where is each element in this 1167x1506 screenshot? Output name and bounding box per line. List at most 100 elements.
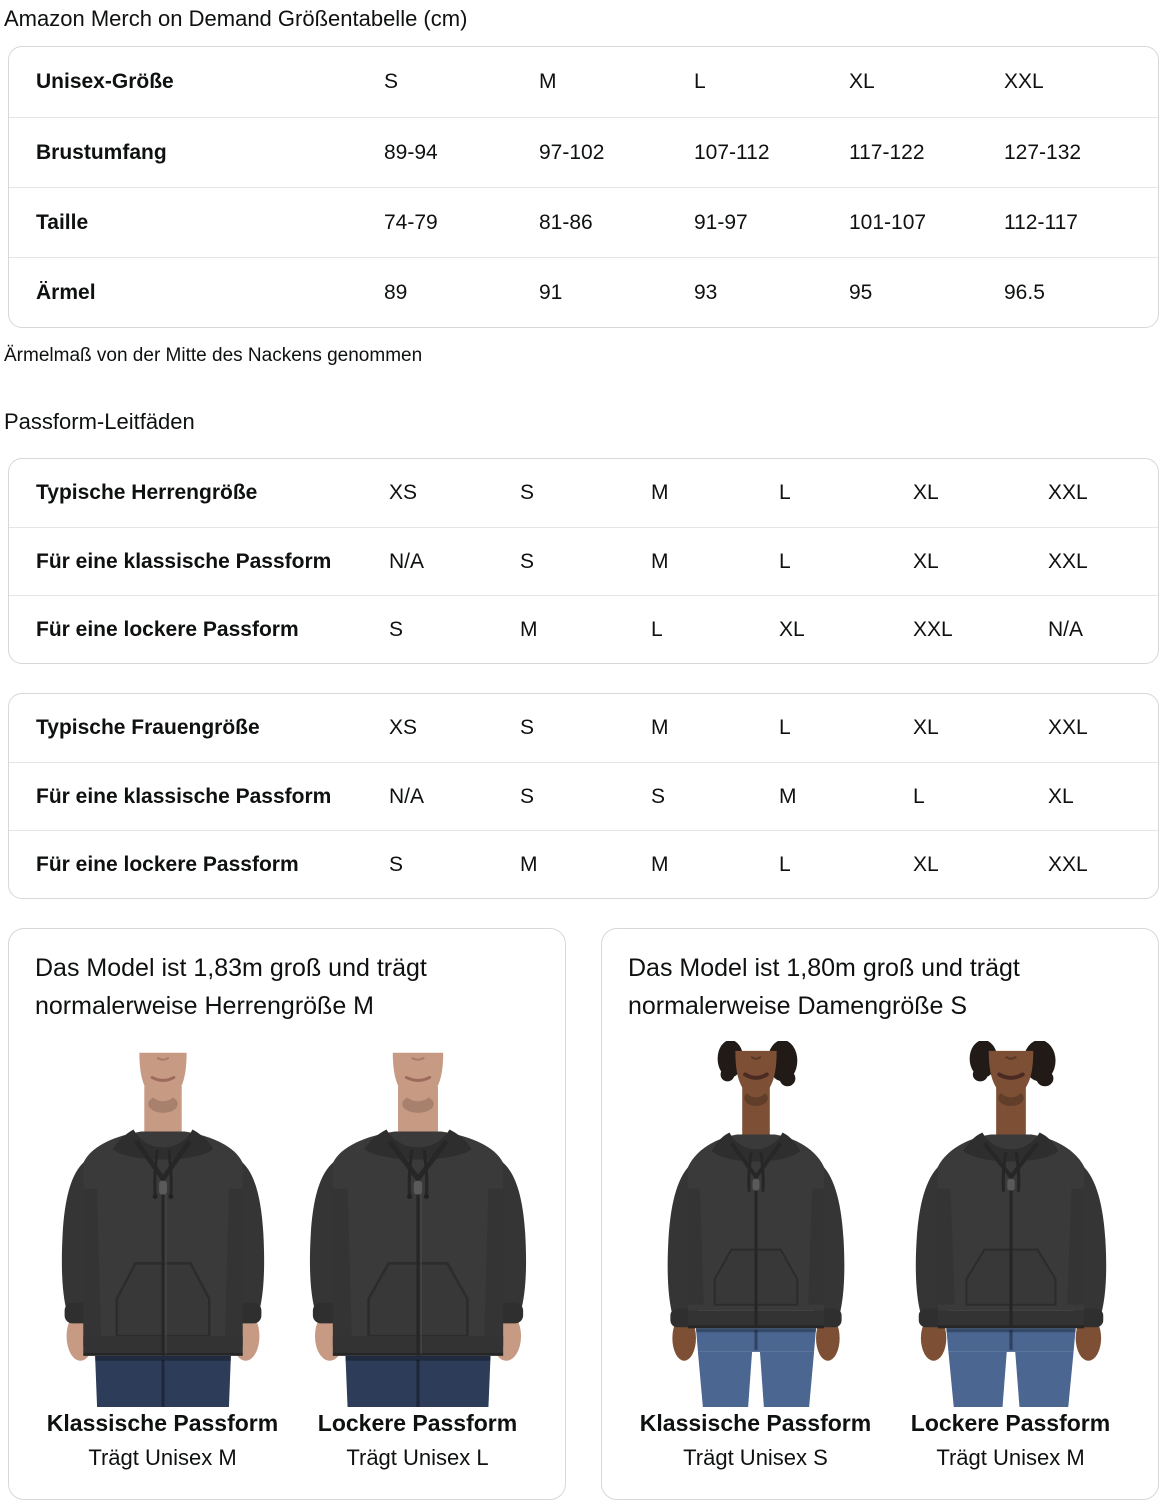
fit-label: Lockere Passform [317, 1410, 518, 1436]
value-cell: M [779, 784, 797, 808]
size-table: Unisex-Größe S M L XL XXL Brustumfang 89… [8, 46, 1159, 328]
row-label: Für eine lockere Passform [36, 852, 299, 876]
value-cell: XS [389, 716, 418, 739]
page-title: Amazon Merch on Demand Größentabelle (cm… [4, 6, 468, 31]
row-label: Brustumfang [36, 140, 167, 164]
mens-fit-table: Typische Herrengröße XS S M L XL XXL Für… [8, 458, 1159, 664]
value-cell: 81-86 [539, 210, 593, 234]
value-cell: M [651, 549, 669, 573]
value-cell: 117-122 [849, 140, 925, 164]
value-cell: L [779, 549, 791, 573]
model-photo-woman-classic [665, 1041, 846, 1407]
value-cell: 93 [694, 280, 718, 304]
value-cell: S [520, 549, 535, 573]
value-cell: L [779, 852, 791, 876]
row-label: Typische Frauengröße [36, 716, 260, 739]
value-cell: S [520, 784, 535, 808]
model-cards: Das Model ist 1,83m groß und trägt norma… [8, 928, 1159, 1500]
value-cell: L [651, 617, 663, 641]
value-cell: XS [389, 481, 418, 504]
value-cell: 97-102 [539, 140, 605, 164]
value-cell: 101-107 [849, 210, 927, 234]
value-cell: S [389, 617, 404, 641]
size-cell: L [694, 70, 706, 93]
worn-size-label: Trägt Unisex M [88, 1445, 237, 1470]
value-cell: 127-132 [1004, 140, 1082, 164]
row-label: Typische Herrengröße [36, 481, 258, 504]
row-label: Ärmel [36, 280, 96, 304]
value-cell: 89-94 [384, 140, 438, 164]
value-cell: S [651, 784, 666, 808]
value-cell: N/A [389, 549, 425, 573]
value-cell: XL [913, 481, 939, 504]
table-row: Für eine klassische Passform N/A S M L X… [9, 527, 1158, 595]
value-cell: S [389, 852, 404, 876]
table-row: Taille 74-79 81-86 91-97 101-107 112-117 [9, 187, 1158, 257]
table-row: Unisex-Größe S M L XL XXL [9, 47, 1158, 117]
model-description: Das Model ist 1,80m groß und trägt norma… [628, 954, 1020, 1020]
figures-row: Klassische Passform Trägt Unisex S Locke… [628, 1041, 1138, 1470]
model-photo-man-classic [40, 1041, 286, 1407]
value-cell: XL [913, 852, 939, 876]
value-cell: 112-117 [1004, 210, 1078, 234]
loose-fit-figure: Lockere Passform Trägt Unisex M [883, 1041, 1138, 1470]
row-label: Für eine lockere Passform [36, 617, 299, 641]
value-cell: XXL [913, 617, 953, 641]
model-description: Das Model ist 1,83m groß und trägt norma… [35, 954, 427, 1020]
value-cell: 96.5 [1004, 280, 1045, 304]
row-label: Taille [36, 210, 89, 234]
value-cell: XL [913, 716, 939, 739]
value-cell: 91-97 [694, 210, 748, 234]
model-photo-woman-loose [888, 1041, 1134, 1407]
value-cell: 91 [539, 280, 563, 304]
table-row: Brustumfang 89-94 97-102 107-112 117-122… [9, 117, 1158, 187]
value-cell: XXL [1048, 852, 1088, 876]
value-cell: XXL [1048, 481, 1088, 504]
fit-label: Klassische Passform [46, 1410, 279, 1436]
size-cell: M [539, 70, 557, 93]
worn-size-label: Trägt Unisex L [346, 1445, 489, 1470]
table-row: Für eine lockere Passform S M M L XL XXL [9, 830, 1158, 898]
figures-row: Klassische Passform Trägt Unisex M Locke… [35, 1041, 545, 1470]
size-cell: XXL [1004, 70, 1044, 93]
value-cell: M [651, 716, 669, 739]
value-cell: 74-79 [384, 210, 438, 234]
size-cell: S [384, 70, 399, 93]
value-cell: XXL [1048, 716, 1088, 739]
value-cell: S [520, 481, 535, 504]
sleeve-measurement-note: Ärmelmaß von der Mitte des Nackens genom… [4, 345, 423, 366]
value-cell: M [520, 852, 538, 876]
size-cell: XL [849, 70, 875, 93]
value-cell: L [913, 784, 925, 808]
table-row: Typische Frauengröße XS S M L XL XXL [9, 694, 1158, 762]
table-row: Ärmel 89 91 93 95 96.5 [9, 257, 1158, 327]
value-cell: N/A [1048, 617, 1084, 641]
value-cell: XXL [1048, 549, 1088, 573]
fit-label: Lockere Passform [910, 1410, 1111, 1436]
value-cell: XL [779, 617, 805, 641]
value-cell: M [520, 617, 538, 641]
value-cell: 89 [384, 280, 408, 304]
row-label: Unisex-Größe [36, 70, 174, 93]
row-label: Für eine klassische Passform [36, 784, 332, 808]
model-photo-man-loose [295, 1041, 541, 1407]
table-row: Typische Herrengröße XS S M L XL XXL [9, 459, 1158, 527]
worn-size-label: Trägt Unisex S [683, 1445, 828, 1470]
fit-guides-heading: Passform-Leitfäden [4, 409, 195, 434]
row-label: Für eine klassische Passform [36, 549, 332, 573]
loose-fit-figure: Lockere Passform Trägt Unisex L [290, 1041, 545, 1470]
value-cell: 107-112 [694, 140, 770, 164]
male-model-card: Das Model ist 1,83m groß und trägt norma… [8, 928, 566, 1500]
value-cell: L [779, 716, 791, 739]
womens-fit-table: Typische Frauengröße XS S M L XL XXL Für… [8, 693, 1159, 899]
table-row: Für eine klassische Passform N/A S S M L… [9, 762, 1158, 830]
female-model-card: Das Model ist 1,80m groß und trägt norma… [601, 928, 1159, 1500]
value-cell: L [779, 481, 791, 504]
classic-fit-figure: Klassische Passform Trägt Unisex M [35, 1041, 290, 1470]
value-cell: 95 [849, 280, 873, 304]
value-cell: XL [1048, 784, 1074, 808]
classic-fit-figure: Klassische Passform Trägt Unisex S [628, 1041, 883, 1470]
value-cell: M [651, 481, 669, 504]
value-cell: S [520, 716, 535, 739]
value-cell: XL [913, 549, 939, 573]
